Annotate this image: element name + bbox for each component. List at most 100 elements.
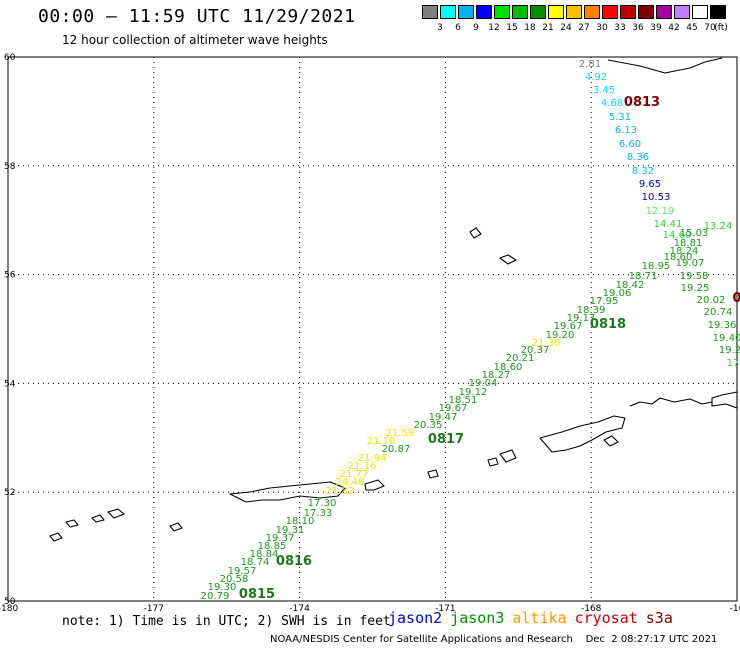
wave-height-value: 21.16 — [348, 461, 377, 472]
wave-height-value: 21.77 — [340, 469, 369, 480]
wave-height-value: 20.21 — [506, 353, 535, 364]
wave-height-value: 19.57 — [228, 566, 257, 577]
colorbar-label: 18 — [524, 23, 536, 33]
pass-id-label: 0818 — [590, 317, 626, 332]
wave-height-value: 2.81 — [579, 59, 601, 70]
wave-height-value: 19.37 — [266, 533, 295, 544]
colorbar-label: 15 — [506, 23, 518, 33]
colorbar-label: 70 — [704, 23, 716, 33]
island-coastline — [469, 227, 482, 239]
island-coastline — [229, 481, 346, 503]
colorbar-label: 9 — [473, 23, 479, 33]
wave-height-value: 19.31 — [276, 525, 305, 536]
wave-height-value: 19.25 — [681, 283, 710, 294]
wave-height-value: 24.48 — [336, 477, 365, 488]
map-subtitle: 12 hour collection of altimeter wave hei… — [62, 33, 328, 47]
wave-height-value: 18.51 — [449, 395, 478, 406]
wave-height-value: 18.60 — [494, 362, 523, 373]
wave-height-value: 5.31 — [609, 112, 631, 123]
wave-height-value: 20.35 — [414, 420, 443, 431]
legend-cryosat: cryosat — [574, 609, 638, 627]
wave-height-value: 19.58 — [680, 271, 709, 282]
wave-height-value: 18.74 — [241, 557, 270, 568]
colorbar-swatch — [440, 5, 456, 19]
legend-altika: altika — [512, 609, 567, 627]
colorbar-label: 36 — [632, 23, 644, 33]
wave-height-value: 20.02 — [697, 295, 726, 306]
wave-height-value: 12.19 — [646, 206, 675, 217]
wave-height-value: 20.87 — [382, 444, 411, 455]
wave-height-value: 19.06 — [603, 288, 632, 299]
wave-height-value: 17.95 — [590, 296, 619, 307]
wave-height-value: 13.24 — [704, 221, 733, 232]
latitude-label: 58 — [4, 162, 16, 172]
longitude-label: -168 — [581, 604, 602, 614]
colorbar-swatch — [584, 5, 600, 19]
wave-height-value: 18.85 — [258, 541, 287, 552]
wave-height-value: 19.04 — [469, 378, 498, 389]
island-coastline — [499, 254, 517, 265]
colorbar-label: 33 — [614, 23, 626, 33]
wave-height-value: 20.58 — [220, 574, 249, 585]
colorbar-label: 24 — [560, 23, 572, 33]
wave-height-value: 18.24 — [670, 246, 699, 257]
colorbar-label: 3 — [437, 23, 443, 33]
wave-height-value: 19.67 — [554, 321, 583, 332]
credit-line: NOAA/NESDIS Center for Satellite Applica… — [270, 634, 718, 645]
wave-height-value: 18.84 — [250, 549, 279, 560]
wave-height-value: 6.60 — [619, 139, 641, 150]
wave-height-value: 21.59 — [386, 428, 415, 439]
colorbar-label: 42 — [668, 23, 680, 33]
longitude-label: -180 — [0, 604, 18, 614]
island-coastline — [364, 479, 385, 491]
island-coastline — [65, 519, 79, 528]
map-frame — [7, 56, 738, 602]
wave-height-value: 3.45 — [593, 85, 615, 96]
wave-height-value: 19.07 — [676, 258, 705, 269]
colorbar-swatch — [458, 5, 474, 19]
footer-note: note: 1) Time is in UTC; 2) SWH is in fe… — [62, 614, 391, 629]
colorbar-swatch — [620, 5, 636, 19]
colorbar-label: 12 — [488, 23, 500, 33]
pass-id-label: 0813 — [624, 95, 660, 110]
colorbar-swatch — [710, 5, 726, 19]
latitude-label: 60 — [4, 53, 16, 63]
wave-height-value: 21.94 — [358, 453, 387, 464]
pass-id-label: 0 — [732, 291, 740, 306]
wave-height-value: 20.79 — [201, 591, 230, 602]
island-coastline — [499, 449, 517, 463]
colorbar-swatch — [530, 5, 546, 19]
wave-height-value: 19.40 — [713, 333, 740, 344]
wave-height-value: 4.92 — [585, 72, 607, 83]
wave-height-value: 10.53 — [642, 192, 671, 203]
island-coastline — [487, 457, 499, 467]
wave-height-value: 18.71 — [629, 271, 658, 282]
colorbar-label: 27 — [578, 23, 590, 33]
wave-height-value: 19.17 — [567, 313, 596, 324]
wave-height-value: 19.2 — [719, 345, 740, 356]
island-coastline — [91, 514, 105, 523]
wave-height-value: 21.38 — [532, 338, 561, 349]
colorbar-swatch — [692, 5, 708, 19]
wave-height-value: 19.12 — [459, 387, 488, 398]
wave-height-value: 9.65 — [639, 179, 661, 190]
island-coastline — [427, 469, 439, 479]
wave-height-value: 4.68 — [601, 98, 623, 109]
wave-height-value: 14.41 — [654, 219, 683, 230]
alaska-peninsula-coastline — [711, 391, 738, 409]
colorbar-unit: (ft) — [714, 23, 728, 33]
island-coastline — [169, 522, 183, 532]
colorbar-swatch — [674, 5, 690, 19]
wave-height-value: 19.30 — [208, 582, 237, 593]
wave-height-value: 6.13 — [615, 125, 637, 136]
wave-height-value: 14.60 — [663, 230, 692, 241]
alaska-coastline — [607, 57, 723, 74]
colorbar-label: 45 — [686, 23, 698, 33]
colorbar-swatch — [548, 5, 564, 19]
wave-height-value: 18.10 — [286, 516, 315, 527]
pass-id-label: 0816 — [276, 554, 312, 569]
longitude-label: -174 — [289, 604, 310, 614]
wave-height-value: 19.20 — [546, 330, 575, 341]
longitude-label: -16 — [730, 604, 740, 614]
colorbar-swatch — [602, 5, 618, 19]
